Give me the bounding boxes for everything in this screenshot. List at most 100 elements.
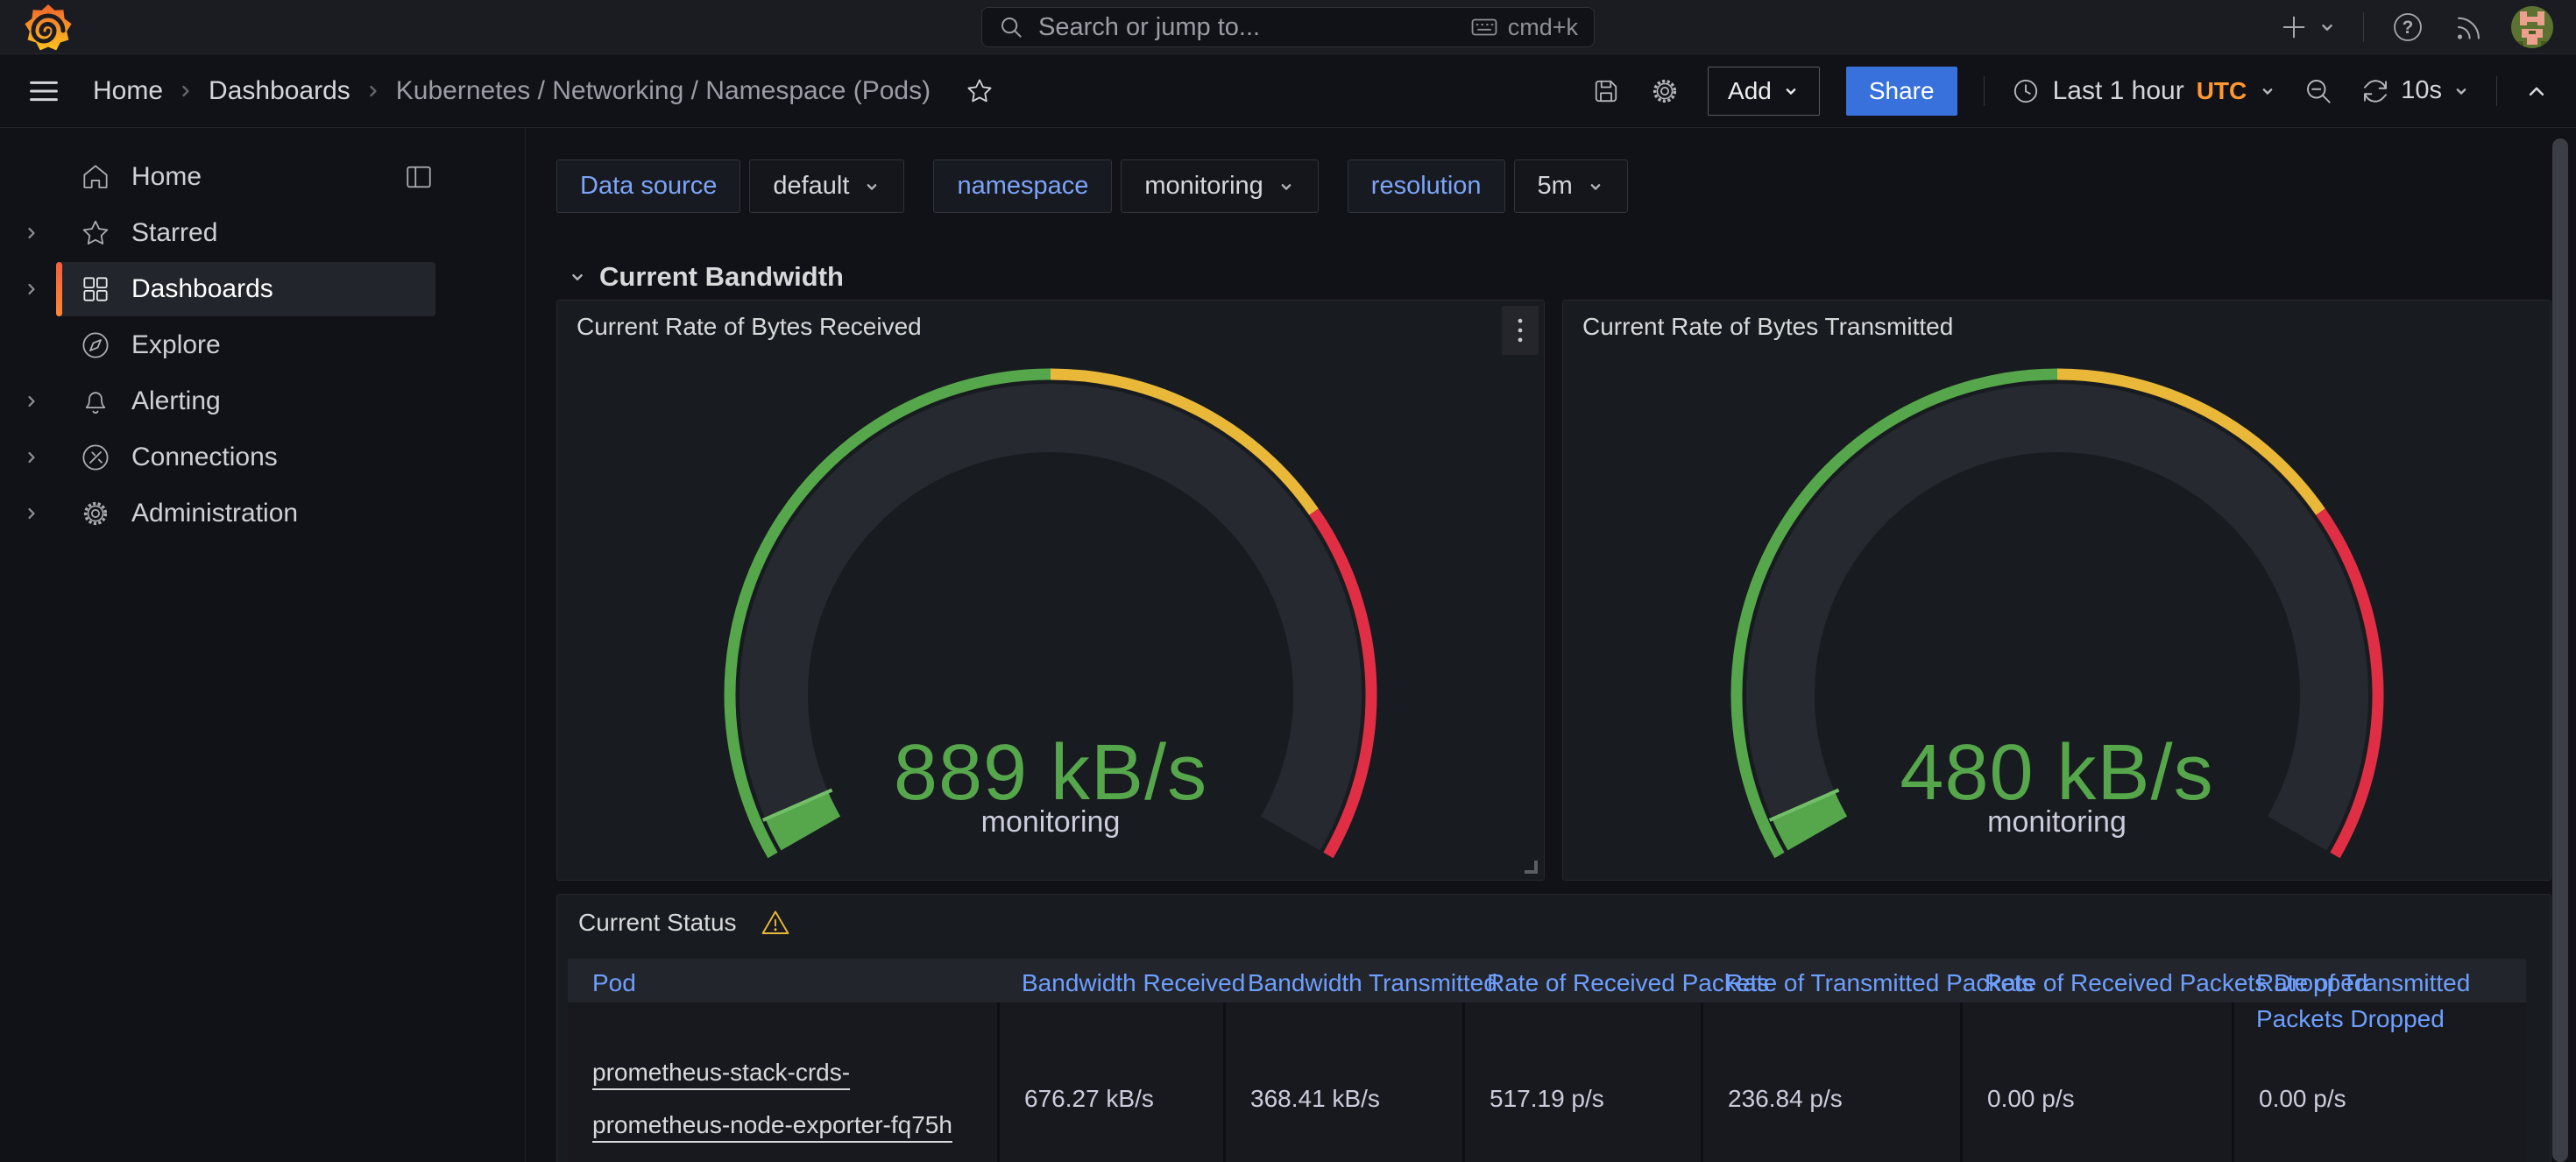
timezone-label: UTC [2196, 76, 2247, 104]
bandwidth-received-cell: 676.27 kB/s [997, 1003, 1223, 1162]
panel-resize-handle[interactable] [1525, 861, 1538, 874]
variable-datasource: Data source default [556, 159, 905, 213]
collapse-toolbar-button[interactable] [2523, 78, 2550, 104]
chevron-right-icon [364, 82, 382, 100]
variable-datasource-label: Data source [556, 159, 741, 213]
dashboard-settings-button[interactable] [1648, 74, 1681, 108]
time-range-picker[interactable]: Last 1 hour UTC [2011, 76, 2277, 106]
star-icon [79, 216, 112, 250]
variable-namespace-select[interactable]: monitoring [1121, 159, 1319, 213]
rate-transmitted-packets-dropped-cell: 0.00 p/s [2232, 1003, 2542, 1162]
chevron-right-icon [23, 224, 40, 242]
column-header-bandwidth-received[interactable]: Bandwidth Received [1022, 969, 1246, 996]
sidebar-item-alerting[interactable]: Alerting [0, 373, 525, 429]
breadcrumb: Home Dashboards Kubernetes / Networking … [93, 75, 995, 107]
warning-icon[interactable] [760, 907, 791, 939]
gear-icon [1648, 74, 1681, 108]
gauge-series-label: monitoring [1987, 805, 2127, 839]
chevron-down-icon [2318, 18, 2337, 37]
hamburger-icon [26, 77, 61, 105]
topbar-divider [2363, 11, 2364, 42]
column-header-rate-transmitted-packets-dropped[interactable]: Rate of Transmitted Packets Dropped [2256, 969, 2471, 1032]
panel-title: Current Rate of Bytes Transmitted [1582, 313, 1954, 340]
plug-icon [79, 441, 112, 474]
row-title: Current Bandwidth [599, 261, 844, 292]
grafana-logo[interactable] [23, 3, 74, 52]
dock-menu-button[interactable] [403, 161, 435, 193]
bell-icon [79, 385, 112, 418]
column-header-bandwidth-transmitted[interactable]: Bandwidth Transmitted [1248, 969, 1497, 996]
panel-header[interactable]: Current Status [557, 895, 2551, 951]
add-panel-button[interactable]: Add [1708, 66, 1820, 116]
breadcrumb-current: Kubernetes / Networking / Namespace (Pod… [395, 75, 931, 105]
user-avatar[interactable] [2511, 5, 2553, 48]
dashboard-variables: Data source default namespace monitoring… [556, 159, 1628, 213]
gauge-value: 889 kB/s [893, 729, 1208, 817]
new-button[interactable] [2279, 12, 2337, 42]
svg-text:?: ? [2403, 18, 2414, 38]
compass-icon [79, 329, 112, 362]
active-item-highlight [56, 262, 435, 316]
sidebar-item-connections[interactable]: Connections [0, 429, 525, 485]
status-table: Pod Bandwidth Received Bandwidth Transmi… [568, 959, 2526, 1162]
dashboard-toolbar: Home Dashboards Kubernetes / Networking … [0, 54, 2576, 128]
variable-resolution-select[interactable]: 5m [1513, 159, 1628, 213]
page-scrollbar[interactable] [2552, 138, 2568, 1162]
chevron-up-icon [2523, 78, 2550, 104]
chevron-down-icon [568, 267, 587, 287]
sidebar-item-explore[interactable]: Explore [0, 317, 525, 373]
favorite-button[interactable] [964, 75, 995, 107]
breadcrumb-home[interactable]: Home [93, 75, 164, 105]
panel-header[interactable]: Current Rate of Bytes Received [557, 301, 1544, 355]
column-header-rate-transmitted-packets[interactable]: Rate of Transmitted Packets [1725, 969, 2034, 996]
gauge-bytes-transmitted: 480 kB/s monitoring [1563, 353, 2551, 880]
toolbar-divider [1983, 75, 1985, 106]
column-header-pod[interactable]: Pod [592, 969, 636, 996]
chevron-down-icon [863, 178, 881, 195]
chevron-down-icon [2452, 82, 2470, 100]
plus-icon [2279, 12, 2309, 42]
share-button[interactable]: Share [1845, 66, 1957, 116]
dock-icon [403, 161, 435, 193]
variable-datasource-select[interactable]: default [749, 159, 905, 213]
chevron-right-icon [177, 82, 195, 100]
home-icon [79, 160, 112, 194]
kebab-icon [1518, 318, 1523, 343]
table-row: prometheus-stack-crds-prometheus-node-ex… [568, 1003, 2526, 1162]
nav-sidebar: Home Starred Dashboards Explore [0, 128, 526, 1162]
chevron-down-icon [1587, 178, 1604, 195]
refresh-interval-label: 10s [2401, 76, 2442, 104]
news-button[interactable] [2452, 11, 2485, 44]
star-icon [964, 75, 995, 107]
panel-header[interactable]: Current Rate of Bytes Transmitted [1563, 301, 2551, 353]
panel-bytes-transmitted: Current Rate of Bytes Transmitted 480 kB… [1562, 300, 2551, 881]
save-dashboard-button[interactable] [1590, 75, 1622, 107]
panel-menu-button[interactable] [1502, 306, 1539, 355]
search-icon [998, 14, 1024, 40]
column-header-rate-received-packets[interactable]: Rate of Received Packets [1487, 969, 1770, 996]
dashboards-grid-icon [79, 273, 112, 306]
sidebar-item-home[interactable]: Home [0, 149, 525, 205]
chevron-down-icon [1277, 178, 1295, 195]
bandwidth-transmitted-cell: 368.41 kB/s [1223, 1003, 1462, 1162]
help-button[interactable]: ? [2390, 10, 2425, 45]
sidebar-item-administration[interactable]: Administration [0, 485, 525, 542]
breadcrumb-dashboards[interactable]: Dashboards [209, 75, 350, 105]
column-header-rate-received-packets-dropped[interactable]: Rate of Received Packets Dropped [1985, 969, 2368, 996]
time-range-label: Last 1 hour [2052, 75, 2184, 105]
zoom-out-time-button[interactable] [2303, 75, 2334, 107]
mega-menu-toggle[interactable] [26, 77, 61, 105]
toolbar-divider [2496, 75, 2497, 106]
rss-icon [2452, 11, 2485, 44]
chevron-right-icon [23, 505, 40, 522]
row-current-bandwidth[interactable]: Current Bandwidth [568, 261, 844, 293]
help-icon: ? [2390, 10, 2425, 45]
pod-link[interactable]: prometheus-stack-crds-prometheus-node-ex… [592, 1058, 952, 1138]
gauge-value: 480 kB/s [1900, 729, 2214, 817]
sidebar-item-dashboards[interactable]: Dashboards [0, 261, 525, 317]
save-icon [1590, 75, 1622, 107]
panel-bytes-received: Current Rate of Bytes Received 889 kB/s … [556, 300, 1545, 881]
refresh-picker[interactable]: 10s [2360, 76, 2470, 106]
sidebar-item-starred[interactable]: Starred [0, 205, 525, 261]
search-input[interactable]: Search or jump to... cmd+k [981, 7, 1595, 47]
